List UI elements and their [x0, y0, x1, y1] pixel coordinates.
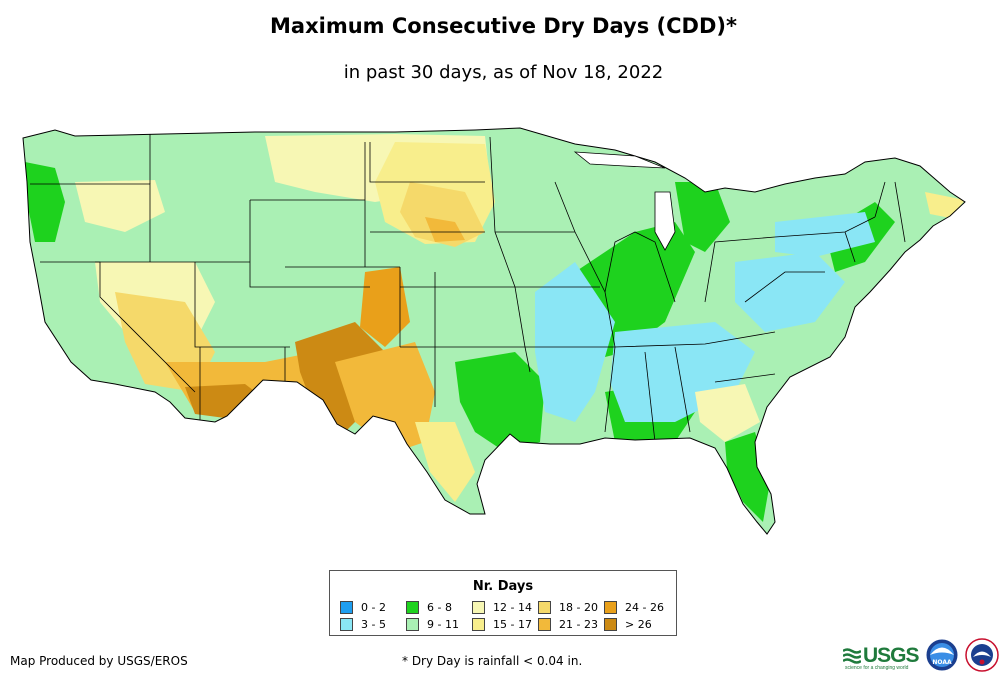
map-subtitle: in past 30 days, as of Nov 18, 2022	[343, 62, 664, 83]
legend-item: 9 - 11	[406, 617, 472, 631]
region-dark-orange-colorado	[360, 267, 410, 347]
usgs-tagline: science for a changing world	[845, 665, 909, 671]
region-orange-sand-hills	[425, 217, 465, 242]
region-yellow-south-texas	[415, 422, 475, 502]
region-cyan-ozarks	[535, 262, 615, 422]
us-outline	[22, 127, 966, 535]
legend-item: 24 - 26	[604, 600, 670, 614]
cdd-map	[22, 127, 966, 535]
legend-label: 15 - 17	[493, 617, 532, 631]
legend-item: > 26	[604, 617, 670, 631]
usgs-wave-icon	[843, 648, 861, 664]
region-pale-yellow-pnw	[75, 180, 165, 232]
legend-label: 0 - 2	[361, 600, 386, 614]
legend-swatch	[538, 617, 551, 631]
state-borders	[30, 134, 906, 443]
noaa-logo-icon: NOAA	[925, 638, 959, 672]
region-orange-west-texas	[335, 342, 435, 452]
legend-label: 6 - 8	[427, 600, 452, 614]
legend-title: Nr. Days	[472, 579, 534, 594]
region-green-oregon-coast	[25, 162, 65, 242]
legend-swatch	[406, 617, 419, 631]
legend-item: 15 - 17	[472, 617, 538, 631]
legend-label: 12 - 14	[493, 600, 532, 614]
legend-item: 3 - 5	[340, 617, 406, 631]
legend-item: 0 - 2	[340, 600, 406, 614]
legend-label: 21 - 23	[559, 617, 598, 631]
legend-swatch	[538, 600, 551, 614]
legend-label: 3 - 5	[361, 617, 386, 631]
map-title: Maximum Consecutive Dry Days (CDD)*	[270, 14, 737, 38]
legend-label: 9 - 11	[427, 617, 459, 631]
region-green-east-texas	[455, 352, 545, 452]
legend-label: > 26	[625, 617, 652, 631]
legend-swatch	[340, 617, 353, 631]
legend-swatch	[604, 617, 617, 631]
legend: Nr. Days 0 - 2 6 - 8 12 - 14 18 - 20 24 - 26…	[329, 570, 677, 636]
legend-label: 24 - 26	[625, 600, 664, 614]
legend-swatch	[340, 600, 353, 614]
legend-item: 12 - 14	[472, 600, 538, 614]
usgs-logo: USGS	[843, 642, 920, 670]
region-green-michigan	[675, 182, 730, 252]
lake-superior	[573, 151, 666, 169]
legend-grid: 0 - 2 6 - 8 12 - 14 18 - 20 24 - 26 3 - 5 9 - …	[340, 600, 670, 631]
agency-logos: USGS science for a changing world NOAA	[843, 638, 1003, 678]
legend-item: 21 - 23	[538, 617, 604, 631]
region-gold-nebraska	[400, 182, 485, 247]
legend-swatch	[472, 617, 485, 631]
legend-item: 6 - 8	[406, 600, 472, 614]
nws-logo-icon	[965, 638, 999, 672]
noaa-logo-text: NOAA	[932, 659, 952, 666]
legend-swatch	[472, 600, 485, 614]
lake-michigan	[654, 191, 676, 251]
legend-item: 18 - 20	[538, 600, 604, 614]
footnote-text: * Dry Day is rainfall < 0.04 in.	[402, 654, 583, 668]
credit-text: Map Produced by USGS/EROS	[10, 654, 188, 668]
legend-label: 18 - 20	[559, 600, 598, 614]
legend-swatch	[406, 600, 419, 614]
region-pale-yellow-georgia	[695, 384, 760, 442]
usgs-text: USGS	[863, 644, 920, 667]
legend-swatch	[604, 600, 617, 614]
